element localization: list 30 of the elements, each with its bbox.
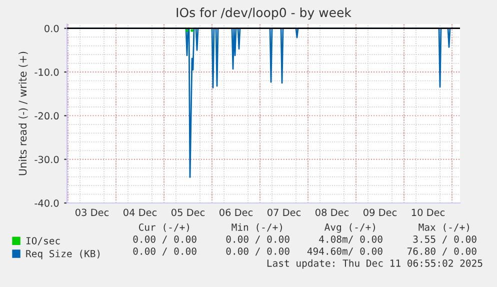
legend-label: IO/sec <box>26 237 60 246</box>
text: 76.80 / 0.00 <box>407 247 476 256</box>
x-tick-label: 04 Dec <box>124 208 157 216</box>
text: Last update: Thu Dec 11 06:55:02 2025 <box>267 259 482 269</box>
text: 0.00 / 0.00 <box>226 247 290 256</box>
y-tick-label: -30.0 <box>34 156 59 164</box>
text: Max (-/+) <box>418 223 469 232</box>
text: 0.00 / 0.00 <box>133 247 196 256</box>
y-tick-label: -20.0 <box>34 112 59 120</box>
y-axis-title: Units read (-) / write (+) <box>18 52 28 176</box>
y-tick-label: -10.0 <box>34 68 59 76</box>
text: 0.00 / 0.00 <box>133 235 196 244</box>
x-tick-label: 07 Dec <box>268 208 301 216</box>
x-tick-label: 06 Dec <box>220 208 253 216</box>
text: Min (-/+) <box>232 223 282 232</box>
x-tick-label: 08 Dec <box>316 208 349 216</box>
y-tick-label: 0.0 <box>44 24 59 32</box>
text: 0.00 / 0.00 <box>226 235 290 244</box>
x-tick-label: 03 Dec <box>76 208 109 216</box>
y-tick-label: -40.0 <box>34 199 59 207</box>
legend-label: Req Size (KB) <box>26 250 100 260</box>
text: 494.60m/ 0.00 <box>307 247 382 256</box>
x-tick-label: 09 Dec <box>364 208 397 216</box>
text: Cur (-/+) <box>138 223 189 232</box>
text: Avg (-/+) <box>324 223 375 233</box>
x-tick-label: 10 Dec <box>412 208 445 216</box>
text: 3.55 / 0.00 <box>413 235 476 244</box>
x-tick-label: 05 Dec <box>172 208 205 216</box>
text: 4.08m/ 0.00 <box>319 235 382 244</box>
chart-title: IOs for /dev/loop0 - by week <box>176 8 352 20</box>
